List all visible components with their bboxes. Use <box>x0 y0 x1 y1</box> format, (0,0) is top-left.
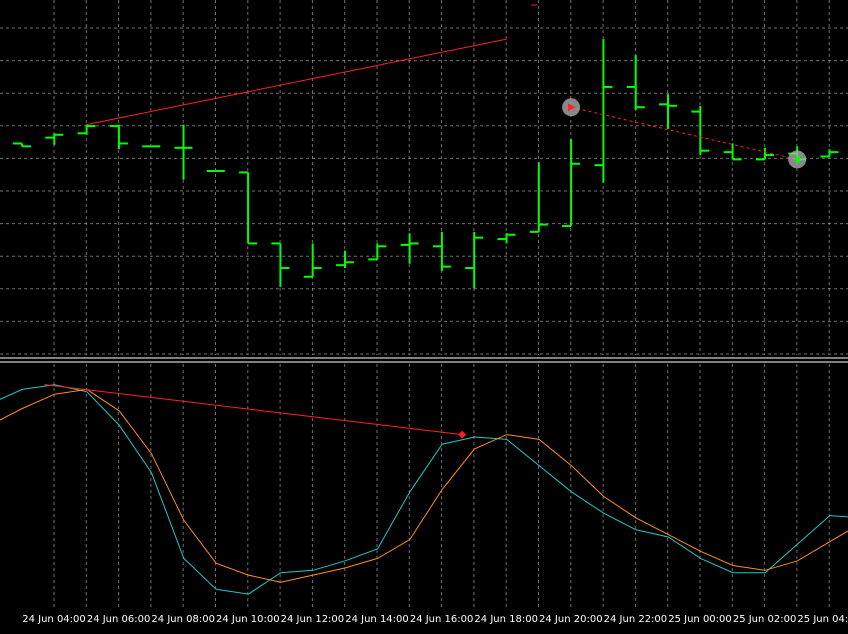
time-axis-label: 24 Jun 06:00 <box>87 614 151 625</box>
oscillator-signal-line[interactable] <box>0 388 848 583</box>
time-axis-label: 24 Jun 16:00 <box>410 614 474 625</box>
ohlc-bar[interactable] <box>723 143 742 161</box>
ohlc-bar[interactable] <box>303 243 322 278</box>
ohlc-bar[interactable] <box>562 139 581 228</box>
time-axis-label: 24 Jun 12:00 <box>281 614 345 625</box>
ohlc-bar[interactable] <box>820 149 839 158</box>
oscillator-main-line[interactable] <box>0 384 848 595</box>
time-axis-label: 24 Jun 04:00 <box>22 614 86 625</box>
arrow-left-icon <box>793 155 801 164</box>
price-divergence-line[interactable] <box>86 38 507 126</box>
time-axis-label: 24 Jun 22:00 <box>604 614 668 625</box>
oscillator-divergence-line[interactable] <box>44 384 463 436</box>
price-panel[interactable] <box>13 4 848 289</box>
ohlc-bar[interactable] <box>497 233 516 244</box>
grid-lines <box>0 0 848 610</box>
time-axis-label: 25 Jun 00:00 <box>668 614 732 625</box>
ohlc-bar[interactable] <box>45 133 64 145</box>
ohlc-bar[interactable] <box>529 162 548 233</box>
time-axis-label: 24 Jun 14:00 <box>345 614 409 625</box>
panel-separator[interactable] <box>0 357 848 363</box>
divergence-point-icon <box>458 430 467 439</box>
ohlc-bar[interactable] <box>368 243 387 261</box>
time-axis-label: 25 Jun 02:00 <box>733 614 797 625</box>
ohlc-bar[interactable] <box>13 142 31 148</box>
ohlc-bar[interactable] <box>755 147 774 161</box>
ohlc-bar[interactable] <box>659 94 677 129</box>
ohlc-bar[interactable] <box>336 250 354 269</box>
ohlc-bar[interactable] <box>77 124 96 135</box>
ohlc-bar[interactable] <box>400 233 419 264</box>
signal-divergence-line[interactable] <box>570 106 798 160</box>
time-axis-label: 24 Jun 08:00 <box>151 614 215 625</box>
time-axis-label: 24 Jun 20:00 <box>539 614 603 625</box>
ohlc-bar[interactable] <box>594 39 613 183</box>
time-axis: 24 Jun 04:00 24 Jun 06:00 24 Jun 08:00 24 J… <box>22 614 848 625</box>
ohlc-bar[interactable] <box>174 124 193 180</box>
ohlc-bar[interactable] <box>432 231 451 271</box>
ohlc-bar[interactable] <box>465 231 484 289</box>
time-axis-label: 24 Jun 18:00 <box>474 614 538 625</box>
signal-marker[interactable] <box>562 98 581 117</box>
arrow-right-icon <box>568 103 576 112</box>
time-axis-label: 24 Jun 10:00 <box>216 614 280 625</box>
time-axis-label: 25 Jun 04:00 <box>797 614 848 625</box>
ohlc-bar[interactable] <box>239 171 258 245</box>
ohlc-bar[interactable] <box>109 124 128 150</box>
ohlc-bar[interactable] <box>271 242 290 287</box>
signal-marker[interactable] <box>788 150 807 169</box>
oscillator-panel[interactable] <box>0 384 848 595</box>
ohlc-bar[interactable] <box>691 105 710 156</box>
ohlc-bar[interactable] <box>626 55 645 111</box>
